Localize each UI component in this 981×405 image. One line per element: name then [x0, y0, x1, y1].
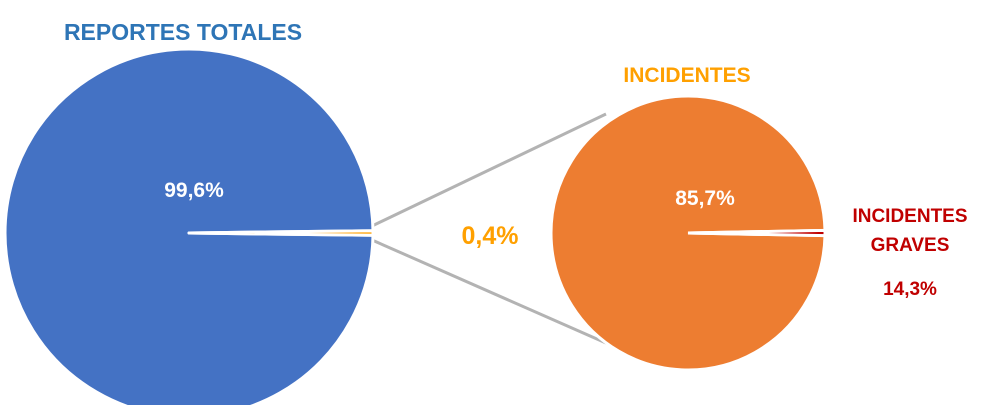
secondary-major-value-label: 85,7% — [675, 187, 735, 210]
graves-label-line2: GRAVES — [871, 235, 950, 256]
connector-line-bottom — [371, 238, 607, 345]
secondary-pie — [549, 94, 827, 372]
graves-value-label: 14,3% — [883, 279, 937, 300]
main-pie — [3, 47, 375, 405]
graves-label-line1: INCIDENTES — [852, 206, 967, 227]
main-slice-value-label: 99,6% — [164, 179, 224, 202]
main-pie-slice-0 — [3, 47, 375, 405]
main-pie-slice-1 — [187, 229, 375, 237]
secondary-pie-title: INCIDENTES — [623, 64, 750, 87]
exploded-slice-value-label: 0,4% — [462, 222, 519, 250]
main-pie-title: REPORTES TOTALES — [64, 19, 302, 45]
secondary-pie-slice-1 — [687, 228, 827, 238]
connector-line-top — [371, 112, 607, 228]
